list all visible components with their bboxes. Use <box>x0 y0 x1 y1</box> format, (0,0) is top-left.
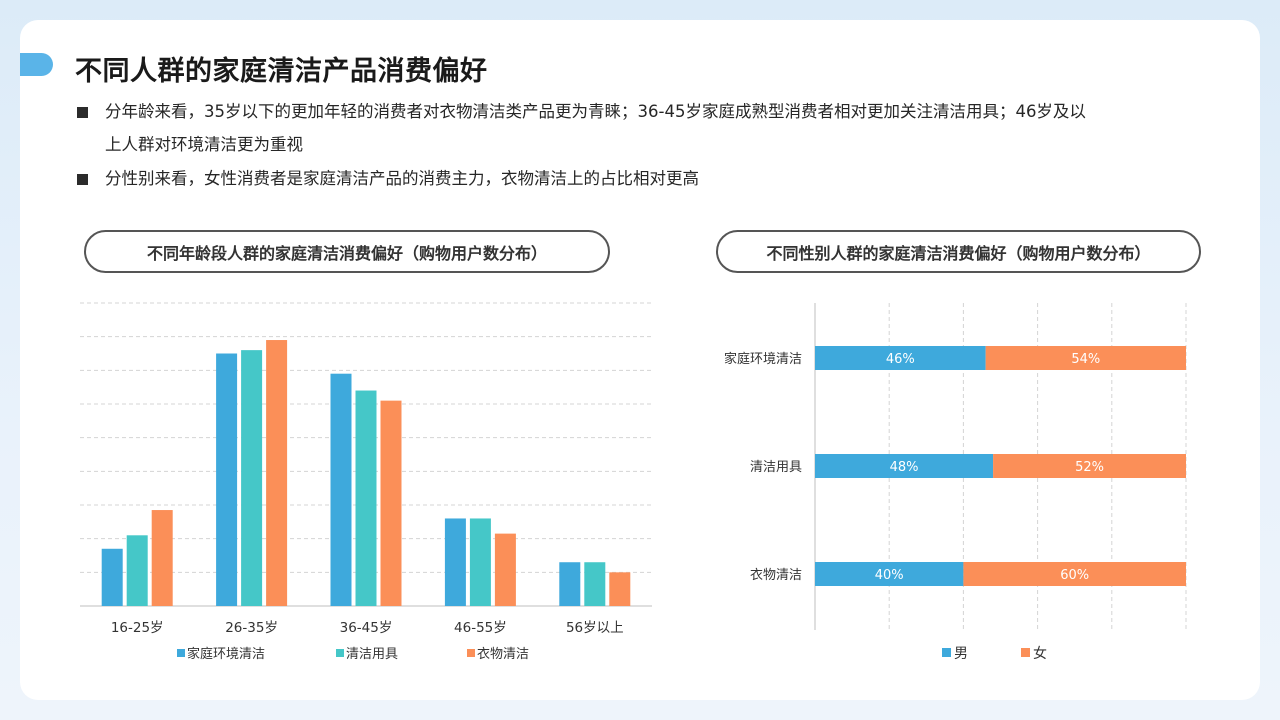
bar <box>469 518 491 606</box>
legend-label: 女 <box>1033 645 1047 662</box>
bar <box>126 535 148 606</box>
bar-segment <box>815 562 964 586</box>
legend-swatch <box>1021 648 1030 657</box>
bar <box>609 572 631 606</box>
y-tick-label: 衣物清洁 <box>750 567 802 583</box>
legend-swatch <box>942 648 951 657</box>
data-label: 48% <box>890 460 919 475</box>
age-chart-title: 不同年龄段人群的家庭清洁消费偏好（购物用户数分布） <box>84 230 610 273</box>
bar <box>151 510 173 606</box>
legend-label: 衣物清洁 <box>477 646 529 662</box>
bar <box>330 373 352 606</box>
data-label: 60% <box>1060 568 1089 583</box>
bar <box>380 400 402 606</box>
data-label: 54% <box>1071 352 1100 367</box>
bullet-square-icon <box>77 107 88 118</box>
bar-segment <box>963 562 1186 586</box>
bar <box>494 533 516 606</box>
bar-segment <box>815 346 986 370</box>
y-tick-label: 家庭环境清洁 <box>724 351 802 367</box>
bar-segment <box>993 454 1186 478</box>
bar <box>241 350 263 606</box>
legend-swatch <box>467 649 475 657</box>
legend-label: 家庭环境清洁 <box>187 646 265 662</box>
bar <box>266 340 288 606</box>
data-label: 52% <box>1075 460 1104 475</box>
page-title: 不同人群的家庭清洁产品消费偏好 <box>75 56 488 87</box>
x-tick-label: 46-55岁 <box>454 620 507 636</box>
data-label: 46% <box>886 352 915 367</box>
x-tick-label: 16-25岁 <box>111 620 164 636</box>
legend-swatch <box>336 649 344 657</box>
title-accent-bar <box>20 53 53 76</box>
x-tick-label: 56岁以上 <box>566 620 624 636</box>
legend-label: 清洁用具 <box>346 647 398 662</box>
bar <box>584 562 606 606</box>
bar <box>444 518 466 606</box>
bullet-square-icon <box>77 174 88 185</box>
bar <box>559 562 581 606</box>
gender-chart-title: 不同性别人群的家庭清洁消费偏好（购物用户数分布） <box>716 230 1201 273</box>
bullet-text: 分性别来看，女性消费者是家庭清洁产品的消费主力，衣物清洁上的占比相对更高 <box>105 169 699 188</box>
bar <box>216 353 238 606</box>
bullet-text: 分年龄来看，35岁以下的更加年轻的消费者对衣物清洁类产品更为青睐；36-45岁家… <box>105 102 1086 121</box>
bullet-text: 上人群对环境清洁更为重视 <box>105 135 303 154</box>
x-tick-label: 26-35岁 <box>225 620 278 636</box>
legend-label: 男 <box>954 646 968 662</box>
bar <box>355 390 377 606</box>
y-tick-label: 清洁用具 <box>750 460 802 475</box>
bar-segment <box>985 346 1186 370</box>
bar <box>101 548 123 606</box>
data-label: 40% <box>875 568 904 583</box>
bar-segment <box>815 454 994 478</box>
x-tick-label: 36-45岁 <box>340 620 393 636</box>
legend-swatch <box>177 649 185 657</box>
